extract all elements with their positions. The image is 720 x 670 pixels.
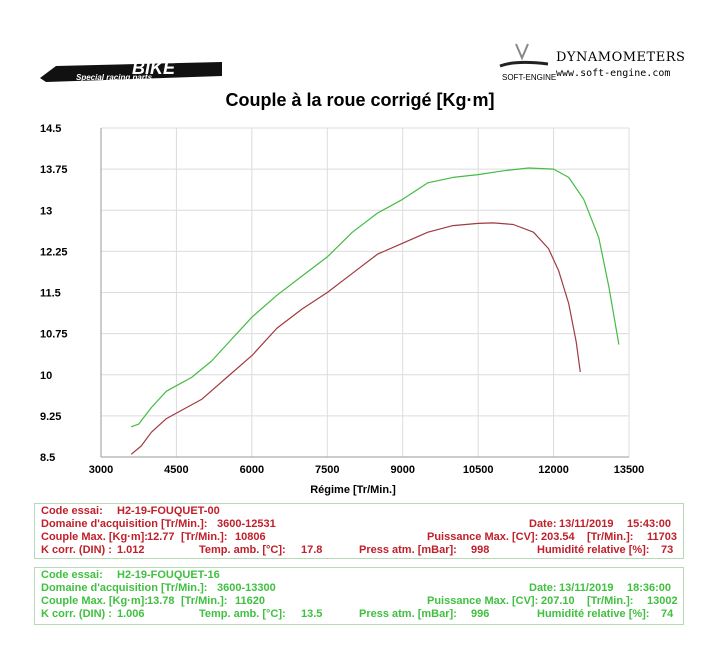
power-rpm-value: 13002 (647, 595, 678, 607)
time-value: 18:36:00 (627, 582, 672, 594)
torque-chart: 3000 4500 6000 7500 9000 10500 12000 13500 8.5 9.… (40, 123, 644, 496)
chart-title: Couple à la roue corrigé [Kg·m] (225, 90, 495, 110)
chart-axes (100, 128, 629, 458)
power-value: 203.54 (541, 531, 575, 543)
kcorr-label: K corr. (DIN) : (41, 544, 112, 556)
soft-engine-url: www.soft-engine.com (556, 68, 671, 79)
date-label: Date: (529, 518, 557, 530)
press-value: 998 (471, 544, 490, 556)
chart-grid (100, 127, 630, 458)
humidity-label: Humidité relative [%]: (537, 544, 650, 556)
power-rpm-label: [Tr/Min.]: (587, 595, 634, 607)
torque-rpm-label: [Tr/Min.]: (181, 595, 228, 607)
power-value: 207.10 (541, 595, 575, 607)
y-tick-label: 13 (40, 205, 52, 217)
power-label: Puissance Max. [CV]: (427, 595, 539, 607)
chart-series (130, 167, 620, 455)
press-label: Press atm. [mBar]: (359, 544, 457, 556)
temp-value: 17.8 (301, 544, 323, 556)
humidity-label: Humidité relative [%]: (537, 608, 650, 620)
code-label: Code essai: (41, 505, 103, 517)
torque-value: 13.78 (147, 595, 175, 607)
y-tick-label: 12.25 (40, 246, 68, 258)
power-label: Puissance Max. [CV]: (427, 531, 539, 543)
soft-engine-mark: SOFT-ENGINE (502, 73, 556, 82)
bike-logo-text: BIKE (132, 58, 176, 78)
temp-label: Temp. amb. [°C]: (199, 608, 286, 620)
date-label: Date: (529, 582, 557, 594)
humidity-value: 73 (661, 544, 674, 556)
domain-label: Domaine d'acquisition [Tr/Min.]: (41, 518, 208, 530)
domain-value: 3600-13300 (217, 582, 276, 594)
code-value: H2-19-FOUQUET-00 (117, 505, 220, 517)
x-tick-label: 7500 (315, 464, 339, 476)
torque-label: Couple Max. [Kg·m]: (41, 531, 148, 543)
bike-logo-subtext: Special racing parts (76, 73, 153, 82)
date-value: 13/11/2019 (559, 582, 614, 594)
x-tick-label: 12000 (538, 464, 569, 476)
x-tick-label: 9000 (390, 464, 414, 476)
run-info-green: Code essai: H2-19-FOUQUET-16 Domaine d'a… (34, 567, 684, 625)
series-line-1 (130, 222, 581, 455)
power-rpm-label: [Tr/Min.]: (587, 531, 634, 543)
y-tick-label: 14.5 (40, 123, 61, 135)
kcorr-value: 1.006 (117, 608, 145, 620)
y-tick-label: 8.5 (40, 452, 55, 464)
run-info-red: Code essai: H2-19-FOUQUET-00 Domaine d'a… (34, 503, 684, 559)
bike-logo: BIKE Special racing parts (36, 56, 222, 84)
x-axis-label: Régime [Tr/Min.] (310, 484, 396, 496)
press-label: Press atm. [mBar]: (359, 608, 457, 620)
kcorr-value: 1.012 (117, 544, 145, 556)
time-value: 15:43:00 (627, 518, 672, 530)
y-tick-label: 9.25 (40, 411, 61, 423)
x-tick-label: 13500 (614, 464, 645, 476)
kcorr-label: K corr. (DIN) : (41, 608, 112, 620)
code-label: Code essai: (41, 569, 103, 581)
series-line-0 (130, 167, 620, 428)
y-tick-label: 13.75 (40, 164, 68, 176)
domain-label: Domaine d'acquisition [Tr/Min.]: (41, 582, 208, 594)
humidity-value: 74 (661, 608, 674, 620)
x-tick-label: 6000 (240, 464, 264, 476)
torque-rpm-value: 11620 (235, 595, 265, 607)
torque-value: 12.77 (147, 531, 175, 543)
domain-value: 3600-12531 (217, 518, 276, 530)
torque-label: Couple Max. [Kg·m]: (41, 595, 148, 607)
temp-value: 13.5 (301, 608, 323, 620)
dynamometers-brand: DYNAMOMETERS (556, 50, 686, 65)
code-value: H2-19-FOUQUET-16 (117, 569, 220, 581)
power-rpm-value: 11703 (647, 531, 677, 543)
x-tick-label: 3000 (89, 464, 113, 476)
torque-rpm-label: [Tr/Min.]: (181, 531, 228, 543)
press-value: 996 (471, 608, 490, 620)
temp-label: Temp. amb. [°C]: (199, 544, 286, 556)
y-tick-label: 10 (40, 370, 52, 382)
date-value: 13/11/2019 (559, 518, 614, 530)
x-tick-label: 4500 (164, 464, 188, 476)
chart-ticks: 3000 4500 6000 7500 9000 10500 12000 13500 8.5 9.… (40, 123, 644, 476)
soft-engine-logo: SOFT-ENGINE DYNAMOMETERS www.soft-engine… (486, 36, 696, 86)
y-tick-label: 11.5 (40, 288, 61, 300)
x-tick-label: 10500 (463, 464, 494, 476)
y-tick-label: 10.75 (40, 329, 68, 341)
torque-rpm-value: 10806 (235, 531, 266, 543)
